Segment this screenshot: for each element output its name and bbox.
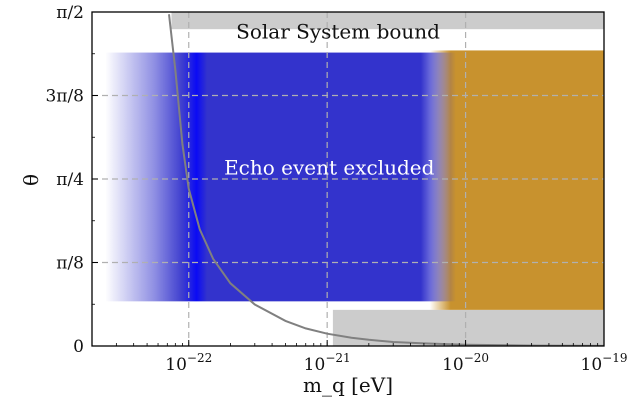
orange-excluded-region (429, 50, 604, 310)
x-tick-label: 10−22 (165, 351, 212, 375)
y-tick-label: π/2 (56, 3, 84, 23)
x-tick-label: 10−20 (442, 351, 489, 375)
solar-system-bound-curve (168, 14, 604, 346)
y-tick-label: 3π/8 (45, 87, 84, 107)
echo-event-excluded-region (105, 52, 456, 302)
x-tick-label: 10−21 (304, 351, 351, 375)
y-axis-title: θ (19, 174, 43, 186)
y-tick-label: 0 (73, 337, 84, 357)
solar-system-bound-region (171, 12, 604, 30)
x-tick-label: 10−19 (581, 351, 628, 375)
x-axis-title: m_q [eV] (303, 373, 393, 397)
echo-event-label: Echo event excluded (224, 155, 435, 179)
y-tick-label: π/4 (56, 170, 84, 190)
solar-system-bound-label: Solar System bound (236, 19, 440, 43)
y-tick-label: π/8 (56, 254, 84, 274)
